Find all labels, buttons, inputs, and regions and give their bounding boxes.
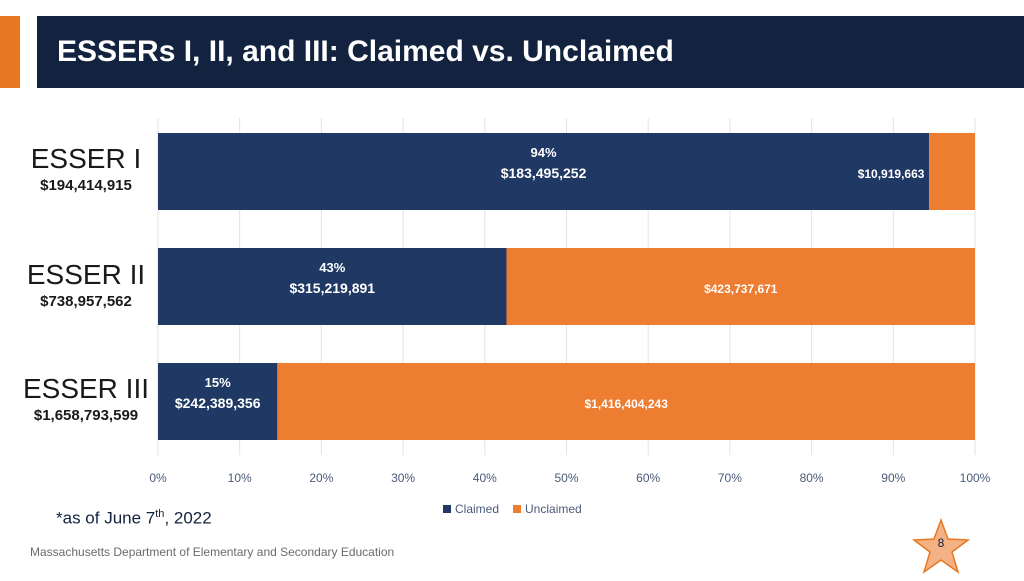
legend-label-claimed: Claimed bbox=[455, 502, 500, 516]
page-number: 8 bbox=[937, 536, 945, 550]
row-total: $738,957,562 bbox=[40, 293, 132, 310]
data-label-claimed-percent: 43% bbox=[319, 260, 345, 275]
page-number-star: 8 bbox=[911, 517, 971, 576]
data-label-unclaimed-amount: $1,416,404,243 bbox=[584, 397, 668, 411]
row-name: ESSER III bbox=[22, 373, 150, 404]
x-tick-label: 40% bbox=[473, 471, 497, 485]
x-tick-label: 50% bbox=[554, 471, 578, 485]
row-name: ESSER I bbox=[30, 143, 142, 174]
legend-swatch-claimed bbox=[443, 505, 451, 513]
footer-organization: Massachusetts Department of Elementary a… bbox=[30, 545, 395, 559]
data-label-claimed-amount: $242,389,356 bbox=[175, 395, 261, 411]
x-tick-label: 60% bbox=[636, 471, 660, 485]
x-tick-label: 70% bbox=[718, 471, 742, 485]
x-tick-label: 30% bbox=[391, 471, 415, 485]
x-tick-label: 80% bbox=[800, 471, 824, 485]
row-total: $194,414,915 bbox=[40, 177, 132, 194]
star-icon bbox=[911, 517, 971, 574]
row-label-esser-2: ESSER II $738,957,562 bbox=[18, 258, 154, 312]
row-name: ESSER II bbox=[26, 259, 146, 290]
stacked-bar-chart: 0% 10% 20% 30% 40% 50% 60% 70% 80% 90% 100% 94% $183… bbox=[149, 118, 991, 485]
bar-claimed bbox=[158, 363, 278, 440]
x-tick-label: 90% bbox=[881, 471, 905, 485]
slide-title: ESSERs I, II, and III: Claimed vs. Uncla… bbox=[57, 35, 674, 68]
bar-unclaimed bbox=[277, 363, 975, 440]
data-label-claimed-amount: $315,219,891 bbox=[289, 280, 375, 296]
data-label-claimed-percent: 15% bbox=[205, 375, 231, 390]
slide-header: ESSERs I, II, and III: Claimed vs. Uncla… bbox=[37, 16, 1024, 88]
data-label-claimed-percent: 94% bbox=[531, 145, 557, 160]
legend-label-unclaimed: Unclaimed bbox=[525, 502, 582, 516]
data-label-claimed-amount: $183,495,252 bbox=[501, 165, 587, 181]
x-tick-label: 20% bbox=[309, 471, 333, 485]
row-total: $1,658,793,599 bbox=[33, 407, 139, 424]
footnote-superscript: th bbox=[155, 508, 165, 520]
legend-item-unclaimed: Unclaimed bbox=[513, 502, 582, 516]
bar-claimed bbox=[158, 248, 507, 325]
row-label-esser-3: ESSER III $1,658,793,599 bbox=[18, 372, 154, 426]
x-tick-label: 10% bbox=[228, 471, 252, 485]
data-label-unclaimed-amount: $423,737,671 bbox=[704, 282, 778, 296]
row-label-esser-1: ESSER I $194,414,915 bbox=[18, 142, 154, 196]
x-tick-label: 0% bbox=[149, 471, 167, 485]
legend-swatch-unclaimed bbox=[513, 505, 522, 513]
bar-unclaimed bbox=[929, 133, 975, 210]
x-tick-label: 100% bbox=[960, 471, 991, 485]
data-label-unclaimed-amount: $10,919,663 bbox=[858, 167, 925, 181]
as-of-date-footnote: *as of June 7th, 2022 bbox=[56, 508, 212, 529]
footnote-prefix: *as of June 7 bbox=[56, 508, 156, 528]
header-accent-bar bbox=[0, 16, 20, 88]
legend-item-claimed: Claimed bbox=[443, 502, 499, 516]
bar-claimed bbox=[158, 133, 930, 210]
footnote-suffix: , 2022 bbox=[164, 508, 212, 528]
bar-unclaimed bbox=[506, 248, 975, 325]
chart-legend: Claimed Unclaimed bbox=[443, 502, 582, 516]
